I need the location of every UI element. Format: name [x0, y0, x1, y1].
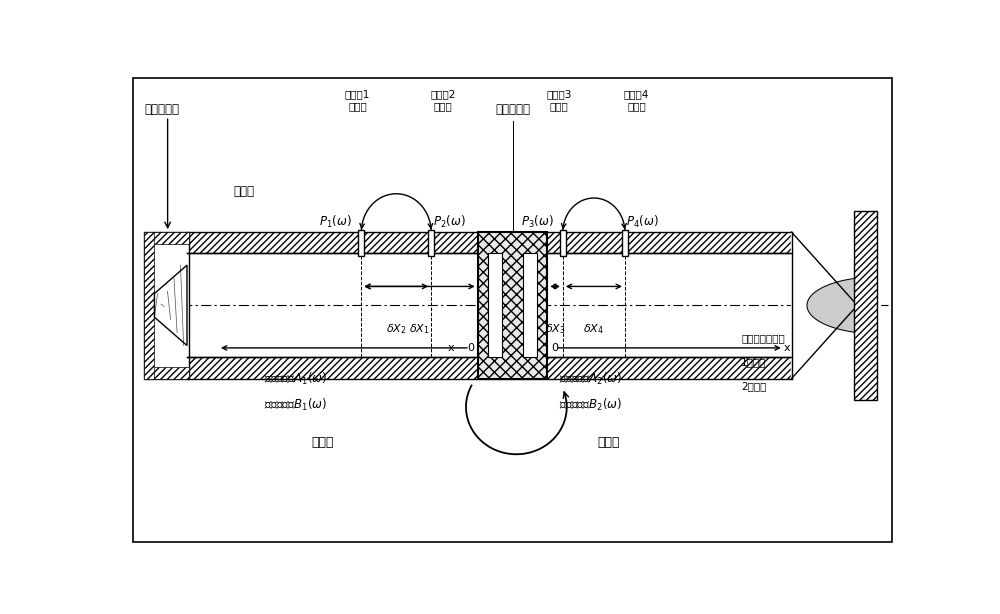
Text: 2、闭口: 2、闭口	[741, 381, 767, 391]
Text: 传声器1
的声压: 传声器1 的声压	[345, 89, 370, 112]
Text: $P_1(\omega)$: $P_1(\omega)$	[319, 214, 352, 230]
Bar	[144, 232, 154, 379]
Text: $\delta X_3$: $\delta X_3$	[545, 322, 565, 336]
Text: $P_4(\omega)$: $P_4(\omega)$	[626, 214, 659, 230]
Text: 传声器3
的声压: 传声器3 的声压	[546, 89, 572, 112]
Text: x: x	[448, 343, 454, 353]
Bar	[428, 230, 434, 255]
Text: 两种测量配置：: 两种测量配置：	[741, 333, 785, 343]
Bar	[523, 254, 537, 357]
Text: 反射声波＝$B_2(\omega)$: 反射声波＝$B_2(\omega)$	[559, 397, 622, 413]
Text: 入射声波＝$A_2(\omega)$: 入射声波＝$A_2(\omega)$	[559, 371, 622, 387]
Bar	[187, 357, 792, 379]
Text: 反射声波＝$B_1(\omega)$: 反射声波＝$B_1(\omega)$	[264, 397, 328, 413]
Bar	[144, 232, 189, 244]
Bar	[144, 367, 189, 379]
Text: $P_3(\omega)$: $P_3(\omega)$	[521, 214, 554, 230]
Bar	[560, 230, 566, 255]
Text: x: x	[784, 343, 790, 353]
Polygon shape	[807, 232, 877, 379]
Text: 入射侧: 入射侧	[311, 436, 334, 449]
Text: 透射侧: 透射侧	[598, 436, 620, 449]
Bar	[854, 211, 877, 400]
Text: 样本保持架: 样本保持架	[495, 103, 530, 116]
Bar	[187, 232, 792, 254]
Text: $P_2(\omega)$: $P_2(\omega)$	[433, 214, 465, 230]
Text: 传声器4
的声压: 传声器4 的声压	[624, 89, 649, 112]
Bar	[488, 254, 502, 357]
Bar	[478, 232, 547, 379]
Bar	[622, 230, 628, 255]
Text: $\delta X_4$: $\delta X_4$	[583, 322, 604, 336]
Bar	[144, 232, 189, 379]
Text: 信号发生器: 信号发生器	[144, 103, 179, 115]
Text: $\delta X_2$: $\delta X_2$	[386, 322, 407, 336]
Text: 0: 0	[467, 343, 474, 353]
Text: $\delta X_1$: $\delta X_1$	[409, 322, 430, 336]
Text: 0: 0	[551, 343, 558, 353]
Bar	[358, 230, 364, 255]
Polygon shape	[792, 232, 857, 379]
Text: 入射声波＝$A_1(\omega)$: 入射声波＝$A_1(\omega)$	[264, 371, 328, 387]
Text: 1、开口: 1、开口	[741, 357, 767, 367]
Text: 传声器2
的声压: 传声器2 的声压	[430, 89, 455, 112]
Text: 扬声器: 扬声器	[234, 185, 254, 198]
